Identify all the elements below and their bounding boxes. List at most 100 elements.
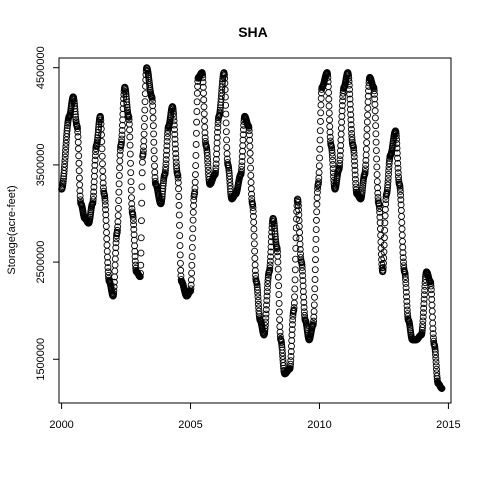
data-point: [71, 110, 79, 118]
data-point: [352, 183, 360, 191]
data-point: [371, 107, 379, 115]
data-point: [273, 245, 281, 253]
data-point: [192, 151, 200, 159]
data-point: [351, 171, 359, 179]
data-point: [246, 142, 254, 150]
data-point: [317, 101, 325, 109]
data-point: [118, 138, 125, 146]
data-point: [262, 306, 270, 314]
data-point: [203, 149, 211, 156]
data-point: [137, 269, 144, 277]
data-point: [396, 187, 404, 195]
data-point: [420, 304, 428, 312]
data-point: [373, 155, 381, 163]
data-point: [125, 116, 133, 124]
data-point: [74, 128, 82, 136]
data-point: [291, 266, 299, 274]
data-point: [347, 116, 355, 124]
data-point: [316, 154, 323, 162]
data-point: [225, 164, 233, 172]
data-point: [192, 129, 200, 137]
data-point: [115, 197, 123, 204]
data-point: [363, 118, 371, 126]
data-point: [59, 177, 67, 185]
y-tick-label: 3500000: [35, 143, 47, 186]
data-point: [291, 276, 299, 284]
data-point: [279, 349, 286, 357]
data-point: [60, 175, 67, 183]
data-point: [114, 223, 122, 231]
data-point: [261, 327, 269, 335]
data-point: [429, 330, 437, 338]
data-point: [326, 133, 334, 141]
data-point: [385, 160, 393, 168]
data-point: [346, 90, 354, 98]
data-point: [400, 258, 407, 266]
data-point: [350, 149, 358, 157]
data-point: [328, 153, 336, 160]
data-point: [94, 136, 101, 144]
data-point: [204, 162, 212, 170]
data-point: [112, 249, 120, 257]
data-point: [150, 138, 158, 146]
data-point: [104, 253, 111, 261]
data-point: [275, 291, 283, 299]
data-point: [296, 245, 304, 253]
data-point: [225, 172, 233, 180]
data-point: [372, 122, 380, 130]
data-point: [404, 310, 411, 318]
data-point: [150, 130, 158, 138]
data-point: [101, 194, 109, 202]
data-point: [392, 132, 400, 140]
data-point: [419, 321, 427, 328]
data-point: [325, 102, 333, 110]
data-point: [432, 351, 439, 359]
data-point: [171, 140, 179, 148]
data-point: [432, 358, 440, 366]
data-point: [63, 127, 71, 135]
data-point: [314, 184, 322, 192]
data-point: [384, 178, 392, 186]
data-point: [403, 302, 411, 310]
data-point: [158, 195, 166, 203]
data-point: [192, 141, 200, 148]
data-point: [216, 106, 224, 114]
data-point: [127, 178, 135, 186]
data-point: [381, 206, 389, 213]
data-point: [97, 120, 105, 128]
data-point: [270, 222, 278, 230]
data-point: [347, 111, 355, 119]
data-point: [397, 196, 405, 204]
data-point: [214, 116, 222, 124]
data-point: [122, 90, 130, 98]
data-point: [59, 179, 67, 187]
data-point: [274, 273, 282, 281]
data-point: [204, 159, 212, 167]
data-point: [126, 133, 134, 141]
data-point: [149, 122, 157, 130]
data-point: [254, 300, 262, 308]
data-point: [74, 125, 81, 133]
data-point: [126, 150, 134, 158]
data-point: [263, 288, 271, 296]
data-point: [438, 384, 446, 392]
data-point: [113, 226, 121, 234]
data-point: [171, 135, 179, 143]
data-point: [118, 135, 126, 143]
data-point: [199, 71, 207, 79]
data-point: [287, 360, 294, 368]
data-point: [371, 114, 379, 122]
data-point: [401, 273, 409, 280]
data-point: [274, 248, 281, 256]
data-point: [220, 71, 228, 79]
data-point: [200, 96, 208, 104]
data-point: [267, 253, 275, 261]
data-point: [61, 157, 69, 165]
data-point: [294, 202, 302, 210]
data-point: [221, 93, 229, 101]
data-point: [419, 317, 427, 325]
data-point: [372, 147, 380, 155]
data-point: [432, 354, 440, 362]
data-point: [288, 321, 296, 328]
data-point: [70, 97, 78, 105]
